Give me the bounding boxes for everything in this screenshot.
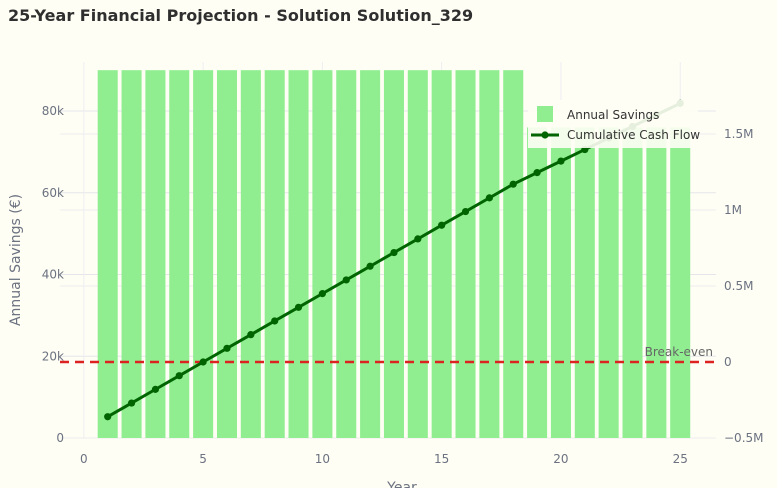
legend[interactable]: Annual Savings Cumulative Cash Flow [528,100,700,148]
bar [670,127,691,439]
bar [312,70,333,438]
bar [646,127,667,439]
legend-swatch-marker [541,131,549,139]
bar [97,70,118,438]
bars-annual-savings [97,70,691,439]
cash-flow-point [390,248,398,257]
legend-background [528,100,698,148]
y-axis-label: Annual Savings (€) [8,194,24,326]
legend-swatch-bar [537,106,553,122]
x-axis: 0 5 10 15 20 25 [80,452,688,466]
bar [216,70,238,438]
x-tick-label: 20 [553,452,568,466]
bar [121,70,142,438]
bar [240,70,261,438]
cash-flow-point [127,399,136,407]
cash-flow-point [271,317,279,325]
cash-flow-point [247,331,255,339]
bar [622,127,643,439]
bar [479,70,500,438]
bar [193,70,214,438]
cash-flow-point [151,385,160,393]
cash-flow-point [318,290,326,298]
y-tick-label: 0 [56,431,64,445]
legend-label-annual-savings: Annual Savings [567,108,659,122]
cash-flow-point [461,207,470,216]
cash-flow-point [414,235,422,243]
y2-tick-label: −0.5M [724,431,764,445]
y-tick-label: 20k [42,349,64,363]
chart-title: 25-Year Financial Projection - Solution … [8,6,474,25]
cash-flow-point [104,413,112,421]
bar [145,70,166,438]
y-tick-label: 60k [42,186,64,200]
bar [431,70,452,438]
y2-tick-label: 0 [724,355,732,369]
x-tick-label: 15 [434,452,449,466]
y-tick-label: 40k [42,268,64,282]
bar [598,127,619,439]
bar [169,70,190,438]
bar [550,127,571,439]
x-axis-label: Year [386,480,417,488]
cash-flow-point [223,344,231,352]
cash-flow-point [533,169,541,177]
bar [336,70,357,438]
cash-flow-point [557,157,565,165]
y2-tick-label: 1.5M [724,127,753,141]
y2-tick-label: 1M [724,203,742,217]
break-even-label: Break-even [645,345,713,359]
y-axis-left: 0 20k 40k 60k 80k [42,104,64,445]
y2-tick-label: 0.5M [724,279,753,293]
bar [264,70,285,438]
x-tick-label: 5 [199,452,207,466]
bar [455,70,476,438]
cash-flow-point [342,276,350,284]
cash-flow-point [294,303,303,311]
bar [503,70,524,438]
legend-label-cumulative-cash-flow: Cumulative Cash Flow [567,128,700,142]
x-tick-label: 10 [315,452,330,466]
cash-flow-point [509,180,517,188]
y-axis-right: −0.5M 0 0.5M 1M 1.5M [724,127,764,445]
bar [574,127,595,439]
bar [288,70,309,438]
y-tick-label: 80k [42,104,64,118]
x-tick-label: 0 [80,452,88,466]
cash-flow-point [366,262,374,270]
cash-flow-point [175,372,183,380]
x-tick-label: 25 [673,452,688,466]
break-even-line: Break-even [60,345,716,364]
bar [527,127,548,439]
cash-flow-point [438,221,446,229]
bar [360,70,381,438]
bar [407,70,428,438]
cash-flow-point [199,358,207,366]
cash-flow-point [485,194,493,202]
